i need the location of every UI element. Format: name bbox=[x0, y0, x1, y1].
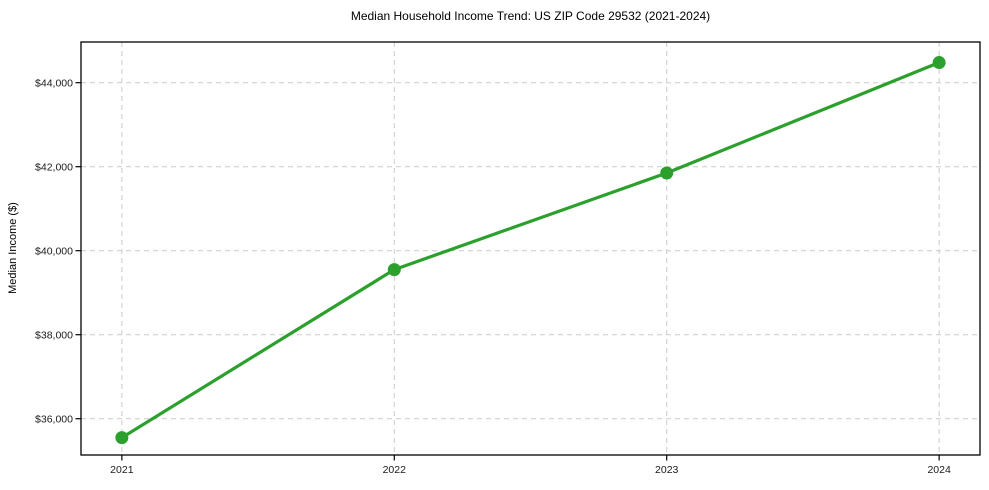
y-tick-label: $42,000 bbox=[35, 161, 73, 173]
chart-title: Median Household Income Trend: US ZIP Co… bbox=[350, 9, 711, 23]
x-tick-label: 2023 bbox=[655, 464, 679, 476]
axes-spines bbox=[80, 41, 981, 456]
x-tick-label: 2021 bbox=[110, 464, 134, 476]
data-point-2021 bbox=[115, 431, 129, 445]
y-tick-label: $44,000 bbox=[35, 77, 73, 89]
y-tick-label: $36,000 bbox=[35, 413, 73, 425]
trend-line bbox=[120, 60, 941, 440]
data-point-2024 bbox=[932, 56, 946, 70]
x-tick-label: 2024 bbox=[927, 464, 951, 476]
data-point-2023 bbox=[660, 166, 674, 180]
y-tick-label: $38,000 bbox=[35, 329, 73, 341]
y-tick-label: $40,000 bbox=[35, 245, 73, 257]
data-point-2022 bbox=[387, 263, 401, 277]
x-tick-label: 2022 bbox=[383, 464, 407, 476]
